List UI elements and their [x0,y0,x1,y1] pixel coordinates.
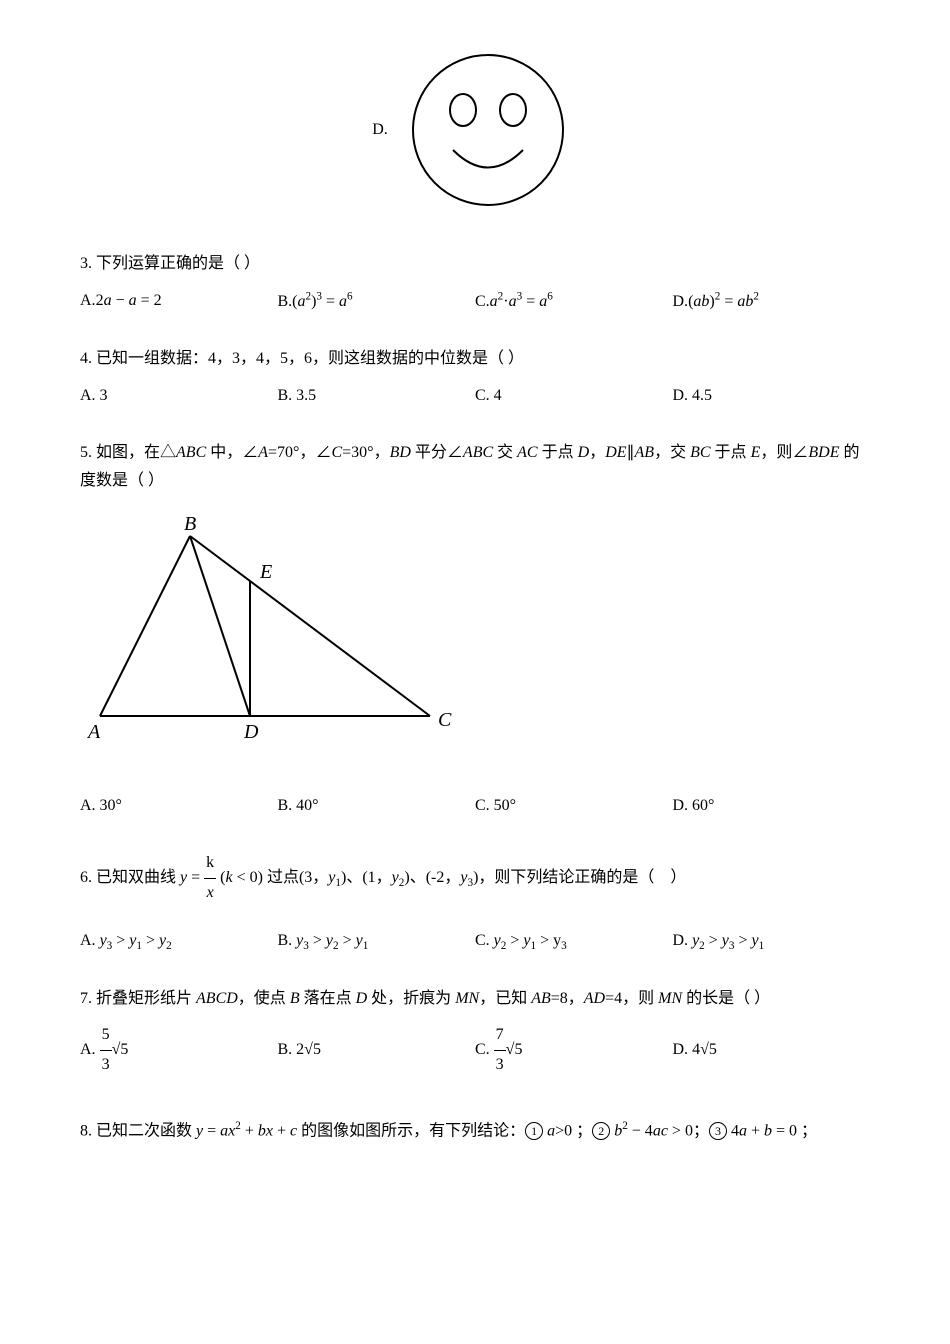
q7-opt-a: A. 53√5 [80,1021,278,1080]
q7-opt-b: B. 2√5 [278,1036,476,1065]
q5-opt-c: C. 50° [475,792,673,821]
question-3: 3. 下列运算正确的是（ ） A. 2a − a = 2 B. (a2)3 = … [80,250,870,317]
smiley-eye-right [500,94,526,126]
q6-stem: 6. 已知双曲线 y = kx (k < 0) 过点(3，y1)、(1，y2)、… [80,849,870,908]
q4-opt-d: D. 4.5 [673,382,871,411]
option-d-label: D. [372,116,388,145]
option-smiley-row: D. [80,40,870,220]
q3-opt-a: A. 2a − a = 2 [80,287,278,317]
q8-stem: 8. 已知二次函数 y = ax2 + bx + c 的图像如图所示，有下列结论… [80,1116,870,1146]
q5-opt-a: A. 30° [80,792,278,821]
q7-stem: 7. 折叠矩形纸片 ABCD，使点 B 落在点 D 处，折痕为 MN，已知 AB… [80,985,870,1014]
svg-text:C: C [438,709,452,731]
smiley-eye-left [450,94,476,126]
svg-text:E: E [259,561,272,583]
q4-opt-c: C. 4 [475,382,673,411]
smiley-smile [453,150,523,168]
question-7: 7. 折叠矩形纸片 ABCD，使点 B 落在点 D 处，折痕为 MN，已知 AB… [80,985,870,1080]
q6-opt-c: C. y2 > y1 > y3 [475,927,673,956]
q3-stem: 3. 下列运算正确的是（ ） [80,250,870,279]
q5-opt-b: B. 40° [278,792,476,821]
q6-opt-d: D. y2 > y3 > y1 [673,927,871,956]
q3-opt-d: D. (ab)2 = ab2 [673,287,871,317]
q7-opt-c: C. 73√5 [475,1021,673,1080]
question-8: 8. 已知二次函数 y = ax2 + bx + c 的图像如图所示，有下列结论… [80,1116,870,1146]
question-4: 4. 已知一组数据：4，3，4，5，6，则这组数据的中位数是（ ） A. 3 B… [80,345,870,411]
q3-opt-c: C. a2·a3 = a6 [475,287,673,317]
svg-text:B: B [184,516,196,535]
q6-opt-b: B. y3 > y2 > y1 [278,927,476,956]
question-5: 5. 如图，在△ABC 中，∠A=70°，∠C=30°，BD 平分∠ABC 交 … [80,439,870,821]
question-6: 6. 已知双曲线 y = kx (k < 0) 过点(3，y1)、(1，y2)、… [80,849,870,957]
smiley-face [413,55,563,205]
q5-opt-d: D. 60° [673,792,871,821]
q3-opt-b: B. (a2)3 = a6 [278,287,476,317]
q4-opt-b: B. 3.5 [278,382,476,411]
q4-opt-a: A. 3 [80,382,278,411]
q4-stem: 4. 已知一组数据：4，3，4，5，6，则这组数据的中位数是（ ） [80,345,870,374]
svg-text:A: A [86,721,101,743]
svg-text:D: D [243,721,259,743]
smiley-svg [398,40,578,220]
q7-opt-d: D. 4√5 [673,1036,871,1065]
triangle-figure: A B C D E [80,516,460,751]
q5-stem: 5. 如图，在△ABC 中，∠A=70°，∠C=30°，BD 平分∠ABC 交 … [80,439,870,497]
q6-opt-a: A. y3 > y1 > y2 [80,927,278,956]
